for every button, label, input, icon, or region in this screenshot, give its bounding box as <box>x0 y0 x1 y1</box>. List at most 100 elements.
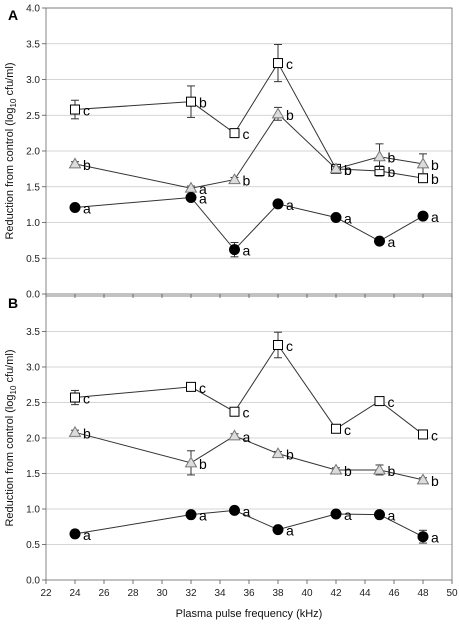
significance-letter: c <box>199 380 206 396</box>
y-tick-label: 1.0 <box>26 218 40 229</box>
data-point-square <box>186 96 196 107</box>
data-point-circle <box>374 509 385 521</box>
significance-letter: c <box>243 405 250 421</box>
significance-letter: b <box>344 162 352 178</box>
data-point-square <box>273 339 283 350</box>
data-point-circle <box>185 509 197 521</box>
significance-letter: a <box>286 197 294 213</box>
significance-letter: a <box>431 530 439 546</box>
data-point-circle <box>229 244 240 256</box>
significance-letter: a <box>344 507 352 523</box>
data-point-triangle <box>416 473 430 485</box>
data-point-triangle <box>228 429 241 441</box>
significance-letter: a <box>199 181 207 197</box>
data-point-square <box>229 128 240 139</box>
y-tick-label: 0.0 <box>26 576 40 587</box>
data-point-triangle <box>68 157 82 169</box>
significance-letter: b <box>286 447 294 463</box>
data-point-square <box>331 423 341 434</box>
data-point-square <box>418 173 428 184</box>
significance-letter: a <box>243 243 251 259</box>
significance-letter: b <box>431 157 439 173</box>
x-tick-label: 46 <box>388 588 400 599</box>
significance-letter: a <box>243 503 251 519</box>
y-tick-label: 0.0 <box>26 290 40 301</box>
y-tick-label: 0.5 <box>26 540 40 551</box>
data-point-circle <box>185 191 197 203</box>
data-point-triangle <box>329 463 343 475</box>
data-point-circle <box>272 524 284 536</box>
significance-letter: b <box>388 164 396 180</box>
data-point-triangle <box>228 173 241 185</box>
data-point-circle <box>417 531 429 543</box>
data-point-square <box>70 392 80 403</box>
y-tick-label: 2.5 <box>26 398 40 409</box>
significance-letter: c <box>286 56 293 72</box>
series-circle-filled: a a a a a a a <box>69 503 439 546</box>
y-tick-label: 1.5 <box>26 182 40 193</box>
significance-letter: b <box>344 463 352 479</box>
y-axis-label: Reduction from control (log10 cfu/ml) <box>4 349 18 526</box>
data-point-square <box>186 381 196 392</box>
significance-letter: b <box>199 456 207 472</box>
data-point-circle <box>272 198 284 210</box>
significance-letter: a <box>83 527 91 543</box>
x-tick-label: 50 <box>446 588 458 599</box>
y-tick-label: 1.5 <box>26 469 40 480</box>
data-point-square <box>374 396 385 407</box>
x-tick-label: 30 <box>156 588 168 599</box>
data-point-triangle <box>329 162 343 174</box>
x-tick-label: 44 <box>359 588 371 599</box>
x-tick-label: 42 <box>330 588 342 599</box>
significance-letter: b <box>243 173 251 189</box>
data-point-triangle <box>373 463 386 475</box>
significance-letter: b <box>286 107 294 123</box>
y-axis-label: Reduction from control (log10 cfu/ml) <box>4 62 18 239</box>
y-tick-label: 1.0 <box>26 505 40 516</box>
significance-letter: c <box>388 394 395 410</box>
data-point-circle <box>69 528 81 540</box>
panel-label: B <box>8 295 18 311</box>
panel-b: 0.0 0.5 1.0 1.5 2.0 2.5 3.0 3.5 B Reduction from … <box>4 295 453 587</box>
significance-letter: c <box>243 126 250 142</box>
panel-a: 0.0 0.5 1.0 1.5 2.0 2.5 3.0 3.5 4.0 A Reduction fr… <box>4 4 453 301</box>
data-point-circle <box>330 508 342 520</box>
data-point-square <box>70 104 80 115</box>
x-tick-label: 36 <box>243 588 255 599</box>
significance-letter: a <box>388 234 396 250</box>
series-circle-filled: a a a a a a a <box>69 190 439 259</box>
data-point-triangle <box>68 425 82 437</box>
x-tick-label: 28 <box>127 588 139 599</box>
significance-letter: a <box>199 190 207 206</box>
significance-letter: b <box>431 473 439 489</box>
data-point-triangle <box>416 157 430 169</box>
data-point-circle <box>69 201 81 213</box>
significance-letter: c <box>83 391 90 407</box>
y-tick-label: 3.5 <box>26 327 40 338</box>
y-tick-label: 3.0 <box>26 75 40 86</box>
significance-letter: b <box>199 95 207 111</box>
data-point-square <box>273 58 283 69</box>
significance-letter: a <box>83 200 91 216</box>
significance-letter: a <box>431 209 439 225</box>
x-tick-label: 40 <box>301 588 313 599</box>
data-point-triangle <box>271 447 285 459</box>
significance-letter: c <box>286 338 293 354</box>
y-tick-label: 0.5 <box>26 254 40 265</box>
data-point-circle <box>417 210 429 222</box>
y-tick-label: 2.5 <box>26 111 40 122</box>
data-point-square <box>418 429 428 440</box>
panel-label: A <box>8 7 18 23</box>
significance-letter: b <box>344 162 352 178</box>
data-point-circle <box>330 211 342 223</box>
significance-letter: b <box>83 425 91 441</box>
x-tick-label: 24 <box>69 588 81 599</box>
y-tick-label: 2.0 <box>26 147 40 158</box>
significance-letter: a <box>344 210 352 226</box>
data-point-triangle <box>184 456 198 468</box>
y-tick-label: 3.5 <box>26 39 40 50</box>
data-point-square <box>229 406 240 417</box>
y-tick-label: 3.0 <box>26 363 40 374</box>
x-tick-label: 48 <box>417 588 429 599</box>
